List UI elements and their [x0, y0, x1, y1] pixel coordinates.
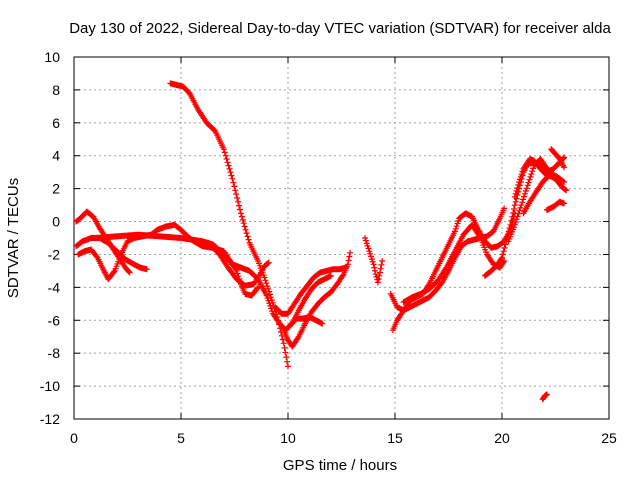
- y-tick-label: 4: [52, 148, 60, 164]
- plus-markers: [289, 272, 334, 327]
- series-track-4: [92, 231, 326, 334]
- series-track-9: [272, 264, 349, 317]
- x-tick-label: 25: [601, 430, 617, 446]
- y-axis-label: SDTVAR / TECUs: [5, 178, 22, 298]
- y-tick-label: 8: [52, 82, 60, 98]
- y-tick-label: -8: [48, 345, 61, 361]
- plus-markers: [543, 198, 568, 214]
- data-series: [73, 80, 570, 403]
- x-tick-label: 10: [280, 430, 296, 446]
- series-track-12: [389, 210, 518, 334]
- x-tick-label: 20: [494, 430, 510, 446]
- y-tick-label: -10: [40, 378, 60, 394]
- chart-title: Day 130 of 2022, Sidereal Day-to-day VTE…: [69, 20, 611, 37]
- series-track-10: [362, 235, 386, 286]
- series-track-15: [505, 156, 568, 245]
- plus-markers: [280, 249, 354, 350]
- plus-markers: [548, 146, 568, 171]
- series-track-18: [543, 198, 568, 214]
- series-track-7: [280, 249, 354, 350]
- plus-markers: [92, 231, 326, 334]
- y-tick-label: 2: [52, 181, 60, 197]
- plot-frame: [73, 56, 610, 420]
- plus-markers: [272, 264, 349, 317]
- y-tick-label: -4: [48, 279, 61, 295]
- y-tick-label: 0: [52, 214, 60, 230]
- series-track-5: [205, 239, 272, 289]
- x-tick-label: 15: [387, 430, 403, 446]
- plus-markers: [520, 172, 570, 217]
- axis-ticks: [73, 56, 610, 420]
- plus-markers: [389, 210, 518, 334]
- plus-markers: [505, 156, 568, 245]
- y-tick-label: -6: [48, 312, 61, 328]
- plus-markers: [539, 391, 550, 403]
- series-track-19: [548, 146, 568, 171]
- plus-markers: [167, 80, 291, 370]
- series-track-6: [167, 80, 291, 370]
- x-tick-label: 0: [70, 430, 78, 446]
- x-axis-label: GPS time / hours: [283, 457, 397, 474]
- y-tick-label: -2: [48, 246, 61, 262]
- y-tick-label: -12: [40, 411, 60, 427]
- plus-markers: [205, 239, 272, 289]
- y-tick-labels: 10 8 6 4 2 0 -2 -4 -6 -8 -10 -12: [40, 49, 60, 427]
- series-track-8: [289, 272, 334, 327]
- series-track-17: [520, 172, 570, 217]
- series-track-20: [539, 391, 550, 403]
- x-tick-labels: 0 5 10 15 20 25: [70, 430, 617, 446]
- plus-markers: [362, 235, 386, 286]
- y-tick-label: 6: [52, 115, 60, 131]
- y-tick-label: 10: [44, 49, 60, 65]
- x-tick-label: 5: [177, 430, 185, 446]
